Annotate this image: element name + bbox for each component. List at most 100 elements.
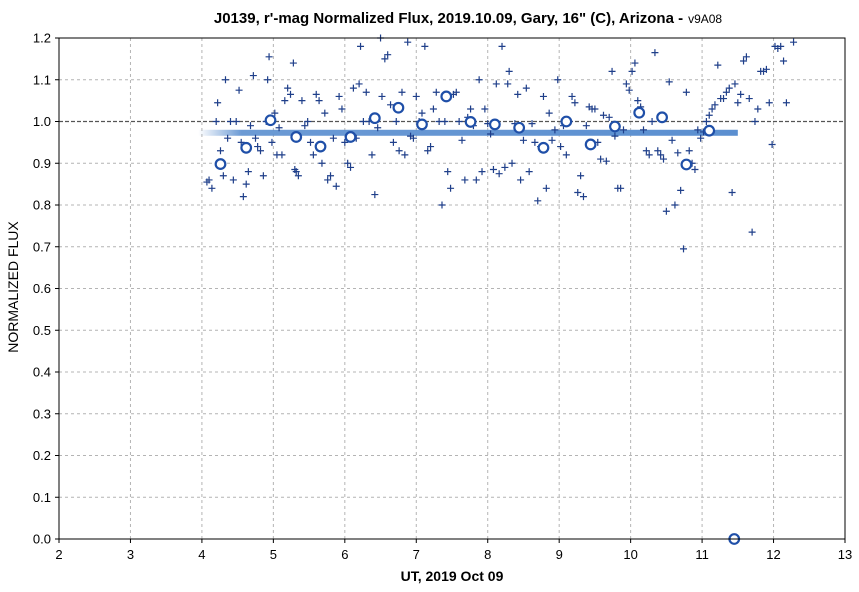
data-point: [221, 76, 229, 84]
average-point: [703, 124, 716, 137]
chart-title-main: J0139, r'-mag Normalized Flux, 2019.10.0…: [214, 10, 683, 27]
data-point: [660, 155, 668, 163]
chart-title-version: v9A08: [688, 12, 722, 26]
y-tick-label: 0.6: [33, 281, 51, 296]
data-point: [528, 120, 536, 128]
data-point: [542, 184, 550, 192]
data-point: [591, 105, 599, 113]
data-point: [289, 59, 297, 67]
data-point: [301, 122, 309, 130]
data-point: [508, 159, 516, 167]
y-tick-label: 0.9: [33, 156, 51, 171]
data-point: [362, 88, 370, 96]
x-tick-label: 6: [341, 547, 348, 562]
average-point: [214, 158, 227, 170]
average-point: [240, 141, 253, 154]
x-tick-label: 3: [127, 547, 134, 562]
data-point: [745, 95, 753, 103]
data-point: [631, 59, 639, 67]
data-point: [682, 88, 690, 96]
data-point: [418, 109, 426, 117]
data-point: [492, 80, 500, 88]
data-point: [731, 80, 739, 88]
data-points: [203, 34, 798, 253]
average-point: [560, 115, 573, 128]
data-point: [539, 92, 547, 100]
data-point: [281, 97, 289, 105]
data-point: [728, 188, 736, 196]
data-point: [619, 126, 627, 134]
data-point: [634, 97, 642, 105]
y-tick-label: 0.1: [33, 490, 51, 505]
data-point: [467, 105, 475, 113]
data-point: [265, 53, 273, 61]
average-band-layer: [198, 129, 738, 136]
data-point: [722, 88, 730, 96]
data-point: [368, 151, 376, 159]
data-point: [519, 136, 527, 144]
x-tick-label: 9: [556, 547, 563, 562]
data-point: [548, 136, 556, 144]
data-point: [287, 90, 295, 98]
data-point: [481, 105, 489, 113]
data-point: [357, 42, 365, 50]
x-tick-label: 2: [55, 547, 62, 562]
data-point: [452, 88, 460, 96]
data-point: [404, 38, 412, 46]
data-point: [522, 84, 530, 92]
data-point: [374, 124, 382, 132]
data-point: [246, 122, 254, 130]
average-point: [314, 140, 327, 153]
average-point: [584, 138, 597, 151]
data-point: [252, 134, 259, 142]
data-point: [685, 147, 693, 155]
data-point: [597, 155, 605, 163]
data-point: [278, 151, 286, 159]
data-point: [694, 126, 702, 134]
data-point: [205, 176, 213, 184]
data-point: [224, 134, 232, 142]
data-point: [355, 80, 363, 88]
data-point: [725, 84, 733, 92]
data-point: [668, 136, 676, 144]
data-point: [472, 176, 480, 184]
data-point: [705, 111, 713, 119]
data-point: [525, 168, 533, 176]
average-point: [488, 118, 501, 131]
data-point: [478, 168, 486, 176]
x-tick-label: 5: [270, 547, 277, 562]
data-point: [349, 84, 357, 92]
data-point: [662, 207, 670, 215]
chart-title: J0139, r'-mag Normalized Flux, 2019.10.0…: [214, 10, 723, 27]
average-point: [290, 131, 303, 143]
data-point: [332, 182, 340, 190]
data-point: [461, 176, 469, 184]
y-tick-label: 0.3: [33, 406, 51, 421]
data-point: [645, 151, 653, 159]
y-tick-label: 1.2: [33, 31, 51, 46]
average-point: [680, 158, 693, 171]
y-tick-label: 0.5: [33, 323, 51, 338]
data-point: [378, 92, 386, 100]
data-point: [371, 191, 379, 199]
y-axis-ticks: 0.0 0.1 0.2 0.3 0.4 0.5 0.6 0.7 0.8 0.9 1.0 1.1 1.2: [33, 31, 59, 547]
data-point: [318, 159, 326, 167]
data-point: [275, 124, 283, 132]
data-point: [790, 38, 798, 46]
data-point: [628, 67, 636, 75]
data-point: [605, 113, 613, 121]
y-tick-label: 1.1: [33, 72, 51, 87]
data-point: [235, 86, 243, 94]
average-point: [513, 121, 526, 134]
x-tick-label: 8: [484, 547, 491, 562]
y-tick-label: 0.4: [33, 365, 51, 380]
data-point: [639, 126, 647, 134]
data-point: [680, 245, 688, 253]
data-point: [551, 126, 559, 134]
data-point: [239, 193, 247, 201]
data-point: [284, 84, 292, 92]
data-point: [780, 57, 788, 65]
data-point: [622, 80, 630, 88]
data-point: [214, 99, 222, 107]
